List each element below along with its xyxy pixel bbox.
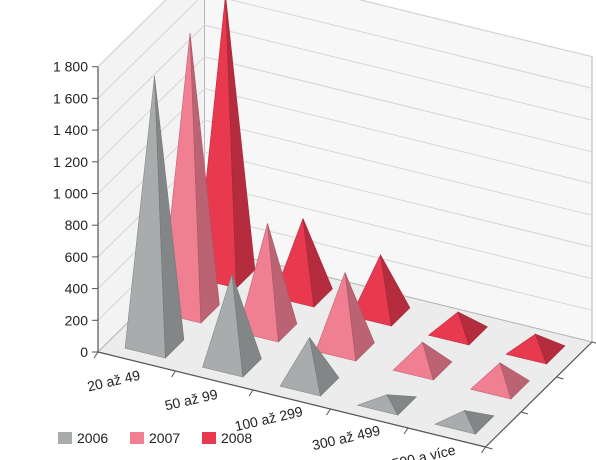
x-tick [326, 408, 331, 416]
pyramid-side-face [457, 311, 488, 346]
category-label: 300 až 499 [311, 422, 382, 453]
pyramid-2006-0 [124, 76, 185, 359]
y-tick-label: 1 800 [53, 59, 88, 75]
pyramid-side-face [154, 76, 185, 359]
y-tick-label: 800 [65, 217, 89, 233]
pyramid-2006-3 [356, 394, 418, 416]
gridlines [97, 0, 593, 321]
pyramid-side-face [231, 274, 262, 378]
pyramid-side-face [463, 410, 495, 435]
gridline [97, 87, 593, 194]
y-tick-label: 200 [65, 312, 89, 328]
legend-swatch-2006 [58, 432, 72, 444]
pyramid-2006-4 [434, 410, 495, 435]
pyramid-side-face [267, 223, 298, 343]
depth-tick [485, 446, 493, 450]
depth-axis-line [485, 341, 593, 448]
legend: 2006 2007 2008 [58, 430, 252, 446]
pyramid-2007-4 [469, 362, 530, 400]
pyramid-2006-2 [279, 336, 340, 397]
pyramid-side-face [386, 394, 418, 416]
y-tick-label: 1 400 [53, 122, 88, 138]
y-tick-label: 1 600 [53, 90, 88, 106]
pyramid-side-face [499, 362, 530, 400]
pyramid-2006-1 [202, 274, 262, 378]
category-label: 50 až 99 [163, 386, 219, 414]
pyramid-2007-1 [237, 223, 298, 343]
pyramid-side-face [380, 254, 411, 327]
category-label: 20 až 49 [86, 367, 142, 395]
pyramid-side-face [189, 33, 220, 324]
pyramid-2007-3 [392, 341, 453, 381]
pyramid-2008-3 [427, 311, 488, 346]
pyramid-side-face [344, 272, 375, 362]
gridline [97, 24, 593, 131]
x-tick [171, 370, 176, 378]
gridline [97, 56, 593, 163]
y-tick-label: 400 [65, 281, 89, 297]
x-axis-line [97, 351, 486, 448]
legend-label-2008: 2008 [221, 430, 252, 446]
category-label: 500 a více [390, 442, 457, 460]
gridline [97, 119, 593, 226]
pyramid-side-face [534, 333, 566, 365]
y-axis: 0 200 400 600 800 1 000 1 200 1 400 1 600 1 800 [53, 59, 596, 454]
pyramid-2008-4 [505, 333, 566, 365]
x-tick [93, 351, 99, 359]
depth-tick [556, 376, 564, 380]
legend-label-2006: 2006 [77, 430, 108, 446]
legend-swatch-2007 [130, 432, 144, 444]
y-tick-label: 1 000 [53, 186, 88, 202]
pyramid-side-face [309, 337, 340, 397]
pyramid-side-face [421, 341, 453, 381]
gridline [97, 0, 593, 68]
pyramid-side-face [302, 218, 333, 308]
y-tick-label: 600 [65, 249, 89, 265]
chart-marks [124, 0, 566, 435]
pyramid-2007-2 [315, 272, 375, 362]
gridline [97, 0, 593, 99]
legend-swatch-2008 [202, 432, 216, 444]
x-tick [248, 389, 254, 397]
pyramid-side-face [225, 0, 256, 289]
y-tick-label: 1 200 [53, 154, 88, 170]
y-tick-label: 0 [80, 344, 88, 360]
pyramid-2008-2 [350, 253, 411, 327]
legend-label-2007: 2007 [149, 430, 180, 446]
x-tick [481, 446, 486, 454]
depth-tick [520, 411, 529, 415]
x-tick [403, 427, 409, 435]
depth-tick [591, 341, 596, 344]
gridline [97, 151, 593, 258]
